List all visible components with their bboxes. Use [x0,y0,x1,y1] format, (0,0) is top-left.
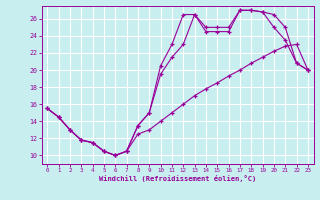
X-axis label: Windchill (Refroidissement éolien,°C): Windchill (Refroidissement éolien,°C) [99,175,256,182]
